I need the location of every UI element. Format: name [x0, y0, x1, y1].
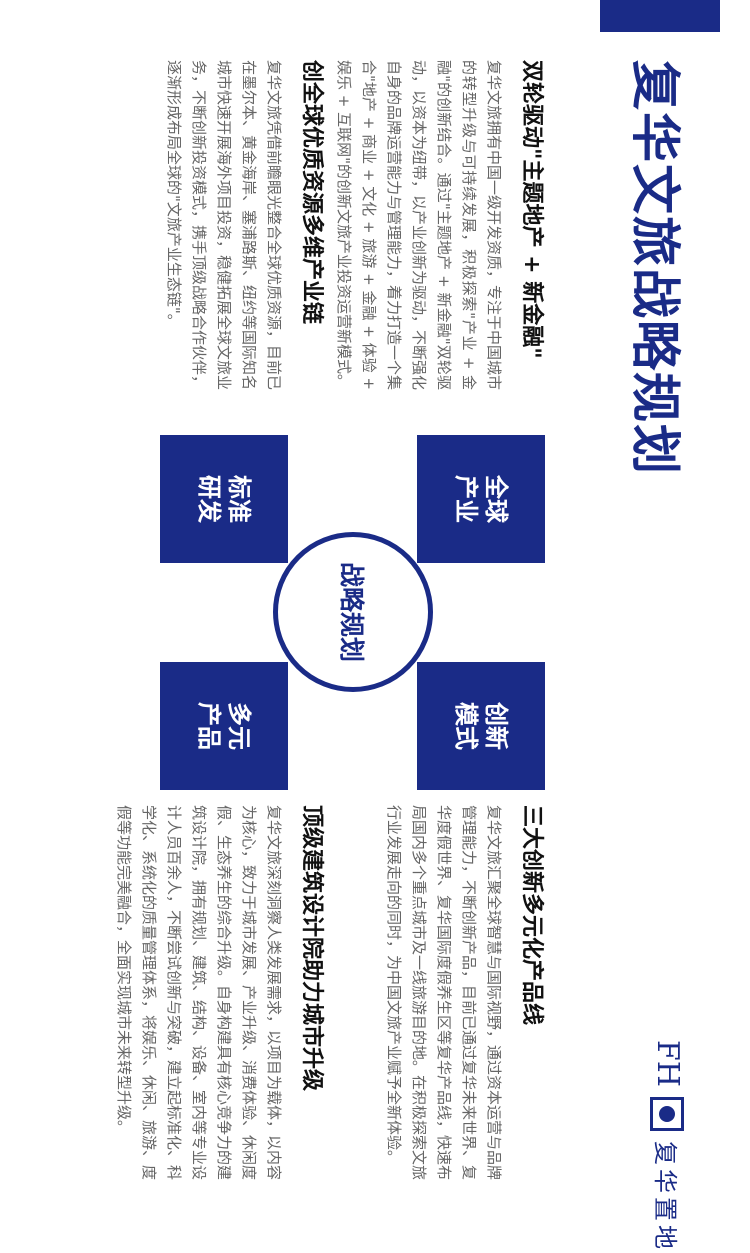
section-global-chain: 创全球优质资源多维产业链 复华文旅凭借前瞻眼光整合全球优质资源，目前已在墨尔本、… [161, 60, 330, 390]
section-heading: 双轮驱动"主题地产 + 新金融" [519, 60, 544, 359]
tile-standard-rd: 标准研发 [160, 435, 288, 563]
section-heading: 创全球优质资源多维产业链 [299, 60, 324, 325]
page-content: 复华文旅战略规划 FH 复华置地 双轮驱动"主题地产 + 新金融" 复华文旅拥有… [75, 60, 695, 1253]
strategy-diagram: 全球产业 创新模式 标准研发 多元产品 战略规划 [160, 435, 545, 790]
section-body: 复华文旅汇聚全球智慧与国际视野，通过资本运营与品牌管理能力，不断创新产品，目前已… [385, 805, 503, 1181]
fh-logo-icon [650, 1096, 685, 1131]
page-title: 复华文旅战略规划 [626, 60, 684, 476]
tile-global-industry: 全球产业 [417, 435, 545, 563]
logo-latin: FH [650, 1040, 685, 1087]
section-heading: 三大创新多元化产品线 [519, 805, 544, 1026]
section-body: 复华文旅拥有中国一级开发资质，专注于中国城市的转型升级与可持续发展，积极探索"产… [335, 60, 503, 391]
section-heading: 顶级建筑设计院助力城市升级 [299, 805, 324, 1092]
section-dual-wheel: 双轮驱动"主题地产 + 新金融" 复华文旅拥有中国一级开发资质，专注于中国城市的… [331, 60, 550, 390]
brand-logo: FH 复华置地 [650, 1040, 685, 1253]
tile-innovation-mode: 创新模式 [417, 662, 545, 790]
section-body: 复华文旅凭借前瞻眼光整合全球优质资源，目前已在墨尔本、黄金海岸、塞浦路斯、纽约等… [165, 60, 283, 391]
diagram-center: 战略规划 [273, 532, 433, 692]
section-innovation: 三大创新多元化产品线 复华文旅汇聚全球智慧与国际视野，通过资本运营与品牌管理能力… [381, 805, 550, 1180]
section-body: 复华文旅深刻洞察人类发展需求，以项目为载体，以内容为核心，致力于城市发展、产业升… [115, 805, 283, 1181]
logo-chinese-name: 复华置地 [651, 1140, 679, 1253]
section-architecture: 顶级建筑设计院助力城市升级 复华文旅深刻洞察人类发展需求，以项目为载体，以内容为… [111, 805, 330, 1180]
header-accent-bar [600, 0, 720, 32]
tile-diverse-products: 多元产品 [160, 662, 288, 790]
